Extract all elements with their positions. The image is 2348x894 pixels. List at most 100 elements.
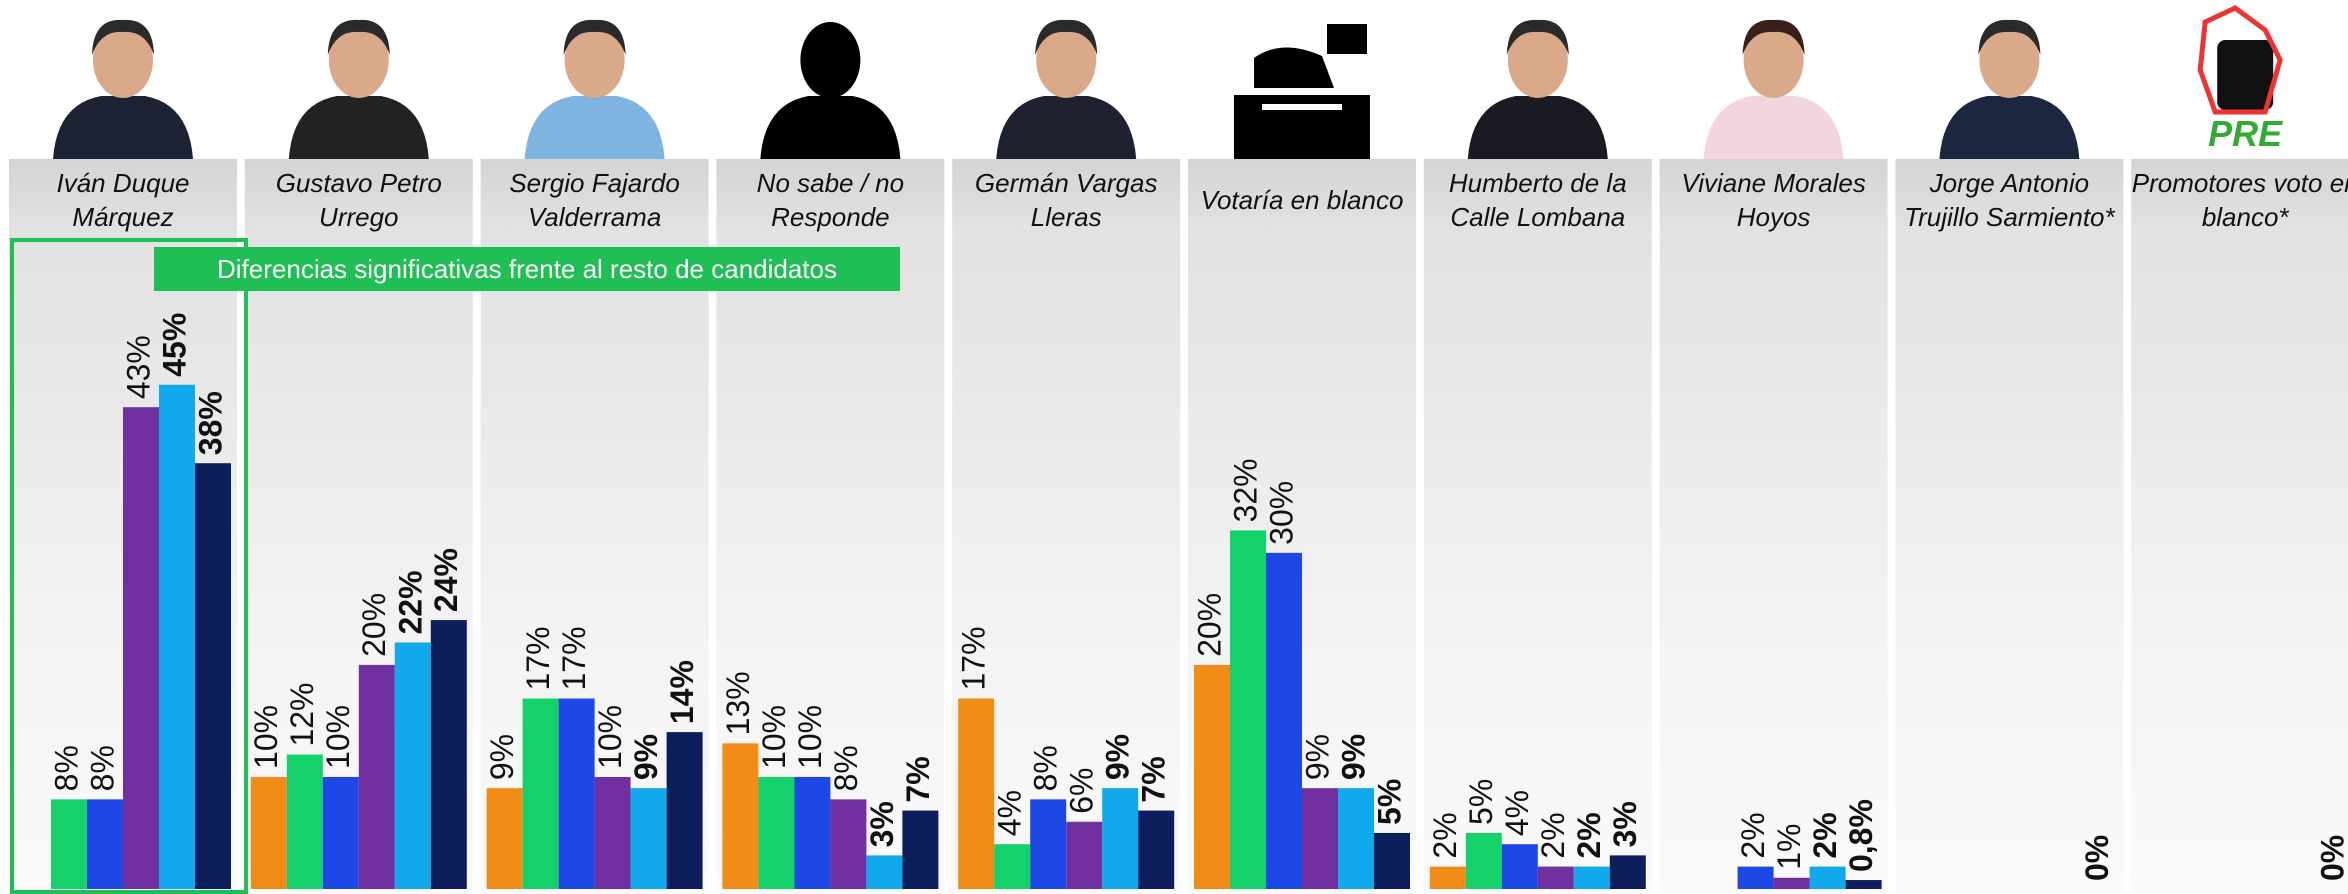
- bar: [1030, 799, 1067, 889]
- value-label: 7%: [1136, 756, 1172, 802]
- category-label: Germán Vargas Lleras: [974, 167, 1158, 232]
- bar: [994, 844, 1031, 889]
- annotation: Diferencias significativas frente al res…: [154, 247, 900, 291]
- value-label: 32%: [1227, 458, 1263, 522]
- bar: [1266, 552, 1302, 889]
- highlight-box: [10, 238, 248, 894]
- category-label: Viviane Morales Hoyos: [1681, 167, 1866, 232]
- value-label: 12%: [284, 682, 320, 746]
- bar: [430, 620, 467, 889]
- bar: [1501, 844, 1538, 889]
- value-label: 2%: [1571, 812, 1607, 858]
- value-label: 0%: [2079, 835, 2115, 881]
- bar: [522, 698, 559, 889]
- bar: [1194, 664, 1230, 889]
- value-label: 8%: [828, 745, 864, 791]
- value-label: 22%: [392, 570, 428, 634]
- value-label: 10%: [792, 705, 828, 769]
- value-label: 2%: [1427, 812, 1463, 858]
- value-label: 8%: [1028, 745, 1064, 791]
- category-label: No sabe / no Responde: [756, 167, 905, 232]
- photo-head: [93, 22, 153, 98]
- bar: [1102, 788, 1139, 889]
- bar: [1573, 866, 1610, 889]
- header-background: [1895, 159, 2124, 240]
- photo-hair: [1506, 19, 1569, 55]
- column-background: [1423, 240, 1652, 894]
- category-label: Gustavo Petro Urrego: [275, 167, 442, 232]
- bar: [1465, 832, 1502, 889]
- bar: [1302, 788, 1338, 889]
- logo-fist: [2217, 40, 2274, 110]
- value-label: 2%: [1535, 812, 1571, 858]
- bar: [1845, 880, 1882, 889]
- bar: [1537, 866, 1574, 889]
- bar: [1609, 855, 1646, 889]
- photo-head: [1507, 22, 1568, 98]
- photo-head: [800, 22, 861, 98]
- bar: [1737, 866, 1774, 889]
- value-label: 3%: [864, 801, 900, 847]
- category-label: Jorge Antonio Trujillo Sarmiento*: [1904, 167, 2115, 232]
- bar: [1374, 832, 1410, 889]
- photo-body: [1467, 96, 1608, 159]
- photo-hair: [327, 19, 390, 55]
- photo-body: [1939, 96, 2080, 159]
- value-label: 10%: [756, 705, 792, 769]
- photo-body: [996, 96, 1137, 159]
- value-label: 2%: [1807, 812, 1843, 858]
- value-label: 13%: [720, 671, 756, 735]
- value-label: 9%: [1100, 734, 1136, 780]
- marks: 10% 9%13%17%20%2%8%12%17%10%4%32%5%8% 10%1…: [48, 313, 2348, 889]
- value-label: 9%: [484, 734, 520, 780]
- bar: [1809, 866, 1846, 889]
- bar: [722, 743, 759, 889]
- ballot-slot: [1262, 104, 1342, 110]
- header-background: [9, 159, 237, 240]
- header-background: [1659, 159, 1888, 240]
- column-background: [1659, 240, 1888, 894]
- value-label: 4%: [992, 790, 1028, 836]
- bar: [286, 754, 323, 889]
- value-label: 10%: [592, 705, 628, 769]
- value-label: 24%: [428, 548, 464, 612]
- value-label: 10%: [320, 705, 356, 769]
- photo-head: [1979, 22, 2040, 98]
- value-label: 8%: [84, 745, 120, 791]
- value-label: 5%: [1463, 779, 1499, 825]
- value-label: 8%: [48, 745, 84, 791]
- value-label: 17%: [556, 626, 592, 690]
- photo-head: [564, 22, 625, 98]
- value-label: 9%: [1299, 734, 1335, 780]
- logo-text: PRE: [2208, 113, 2283, 154]
- bar: [794, 776, 831, 889]
- value-label: 38%: [192, 391, 228, 455]
- value-label: 20%: [356, 593, 392, 657]
- value-label: 0%: [2315, 835, 2348, 881]
- category-label: Humberto de la Calle Lombana: [1448, 167, 1627, 232]
- value-label: 0,8%: [1843, 799, 1879, 872]
- header-background: [1423, 159, 1652, 240]
- bar: [51, 799, 87, 889]
- bar: [1138, 810, 1175, 889]
- photo-hair: [563, 19, 626, 55]
- photo-hair: [1978, 19, 2041, 55]
- bar: [195, 463, 231, 889]
- bar: [394, 642, 431, 889]
- header-background: [952, 159, 1181, 240]
- photo-hair: [1742, 19, 1805, 55]
- bar: [866, 855, 903, 889]
- header-background: [1188, 159, 1416, 240]
- bar: [902, 810, 939, 889]
- photo-hair: [1035, 19, 1098, 55]
- bar: [1338, 788, 1374, 889]
- bar: [358, 664, 395, 889]
- bar: [630, 788, 667, 889]
- bar: [486, 788, 523, 889]
- column-background: [1895, 240, 2124, 894]
- header-background: [480, 159, 709, 240]
- bar: [558, 698, 595, 889]
- photo-body: [1703, 96, 1844, 159]
- bar: [830, 799, 867, 889]
